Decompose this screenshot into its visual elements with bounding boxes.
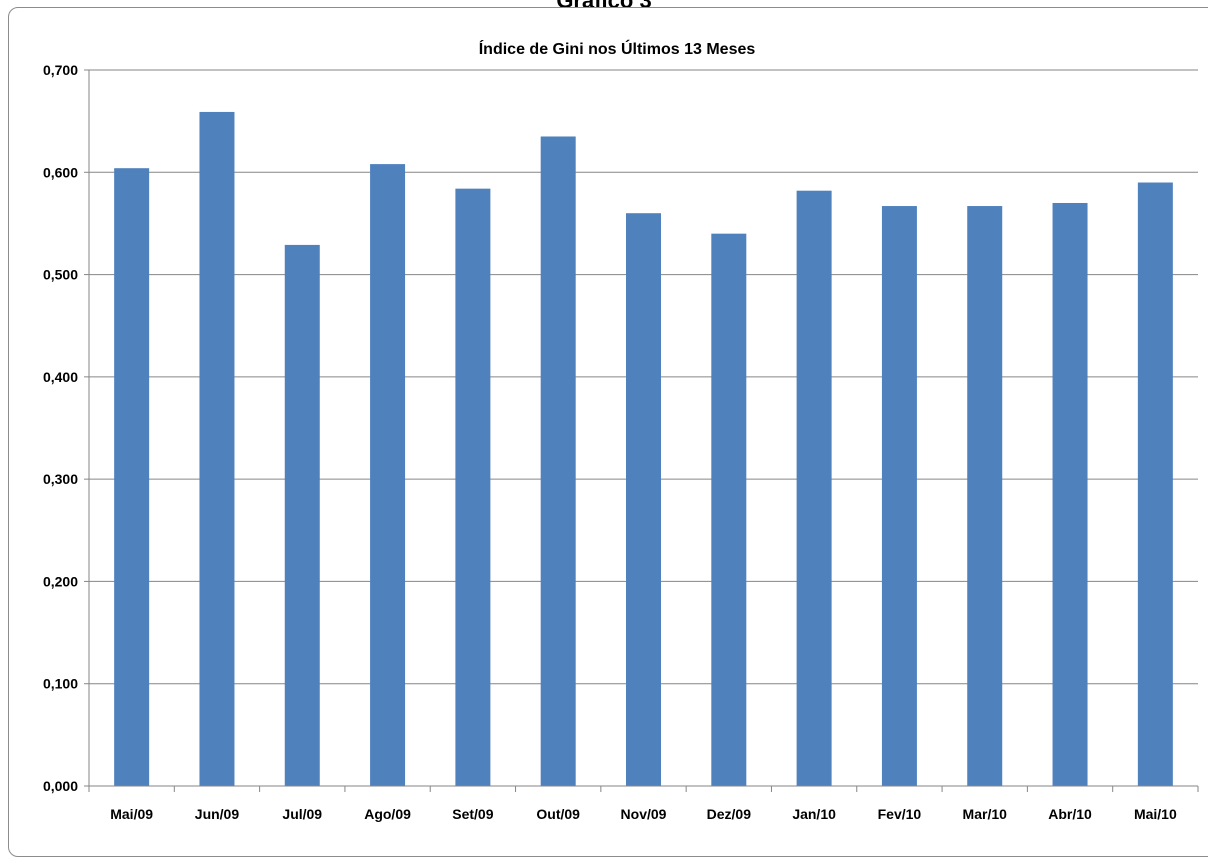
bar (1052, 202, 1088, 786)
bar-chart: Índice de Gini nos Últimos 13 Meses 0,00… (43, 39, 1199, 822)
x-tick-label: Jan/10 (792, 806, 836, 822)
x-tick-label: Fev/10 (878, 806, 922, 822)
y-tick-label: 0,300 (43, 471, 78, 487)
x-tick-label: Jul/09 (282, 806, 322, 822)
y-tick-label: 0,600 (43, 164, 78, 180)
bars (114, 111, 1173, 787)
x-tick-label: Mai/09 (110, 806, 153, 822)
y-tick-label: 0,500 (43, 267, 78, 283)
y-tick-label: 0,400 (43, 369, 78, 385)
bar (626, 213, 661, 786)
x-tick-label: Dez/09 (707, 806, 752, 822)
bar (540, 136, 576, 786)
x-tick-label: Out/09 (536, 806, 580, 822)
x-tick-label: Abr/10 (1048, 806, 1092, 822)
bar (370, 164, 406, 787)
x-tick-label: Jun/09 (195, 806, 240, 822)
bar (881, 206, 917, 787)
bar (284, 244, 320, 786)
bar (967, 206, 1003, 787)
bar (455, 188, 491, 786)
chart-title: Índice de Gini nos Últimos 13 Meses (479, 39, 756, 58)
axes (84, 69, 1199, 792)
y-tick-label: 0,100 (43, 676, 78, 692)
bar (114, 168, 150, 787)
bar (711, 233, 747, 786)
y-tick-label: 0,200 (43, 573, 78, 589)
x-tick-label: Set/09 (452, 806, 493, 822)
bar (796, 190, 832, 786)
y-tick-label: 0,000 (43, 778, 78, 794)
x-tick-label: Nov/09 (621, 806, 667, 822)
x-tick-label: Mar/10 (963, 806, 1008, 822)
x-axis-tick-labels: Mai/09 Jun/09 Jul/09 Ago/09 Set/09 Out/09 Nov/… (110, 806, 1177, 822)
y-tick-label: 0,700 (43, 62, 78, 78)
x-tick-label: Mai/10 (1134, 806, 1177, 822)
bar (199, 111, 235, 787)
x-tick-label: Ago/09 (364, 806, 411, 822)
y-axis-tick-labels: 0,000 0,100 0,200 0,300 0,400 0,500 0,600 0,700 (43, 62, 78, 794)
bar (1137, 182, 1173, 786)
